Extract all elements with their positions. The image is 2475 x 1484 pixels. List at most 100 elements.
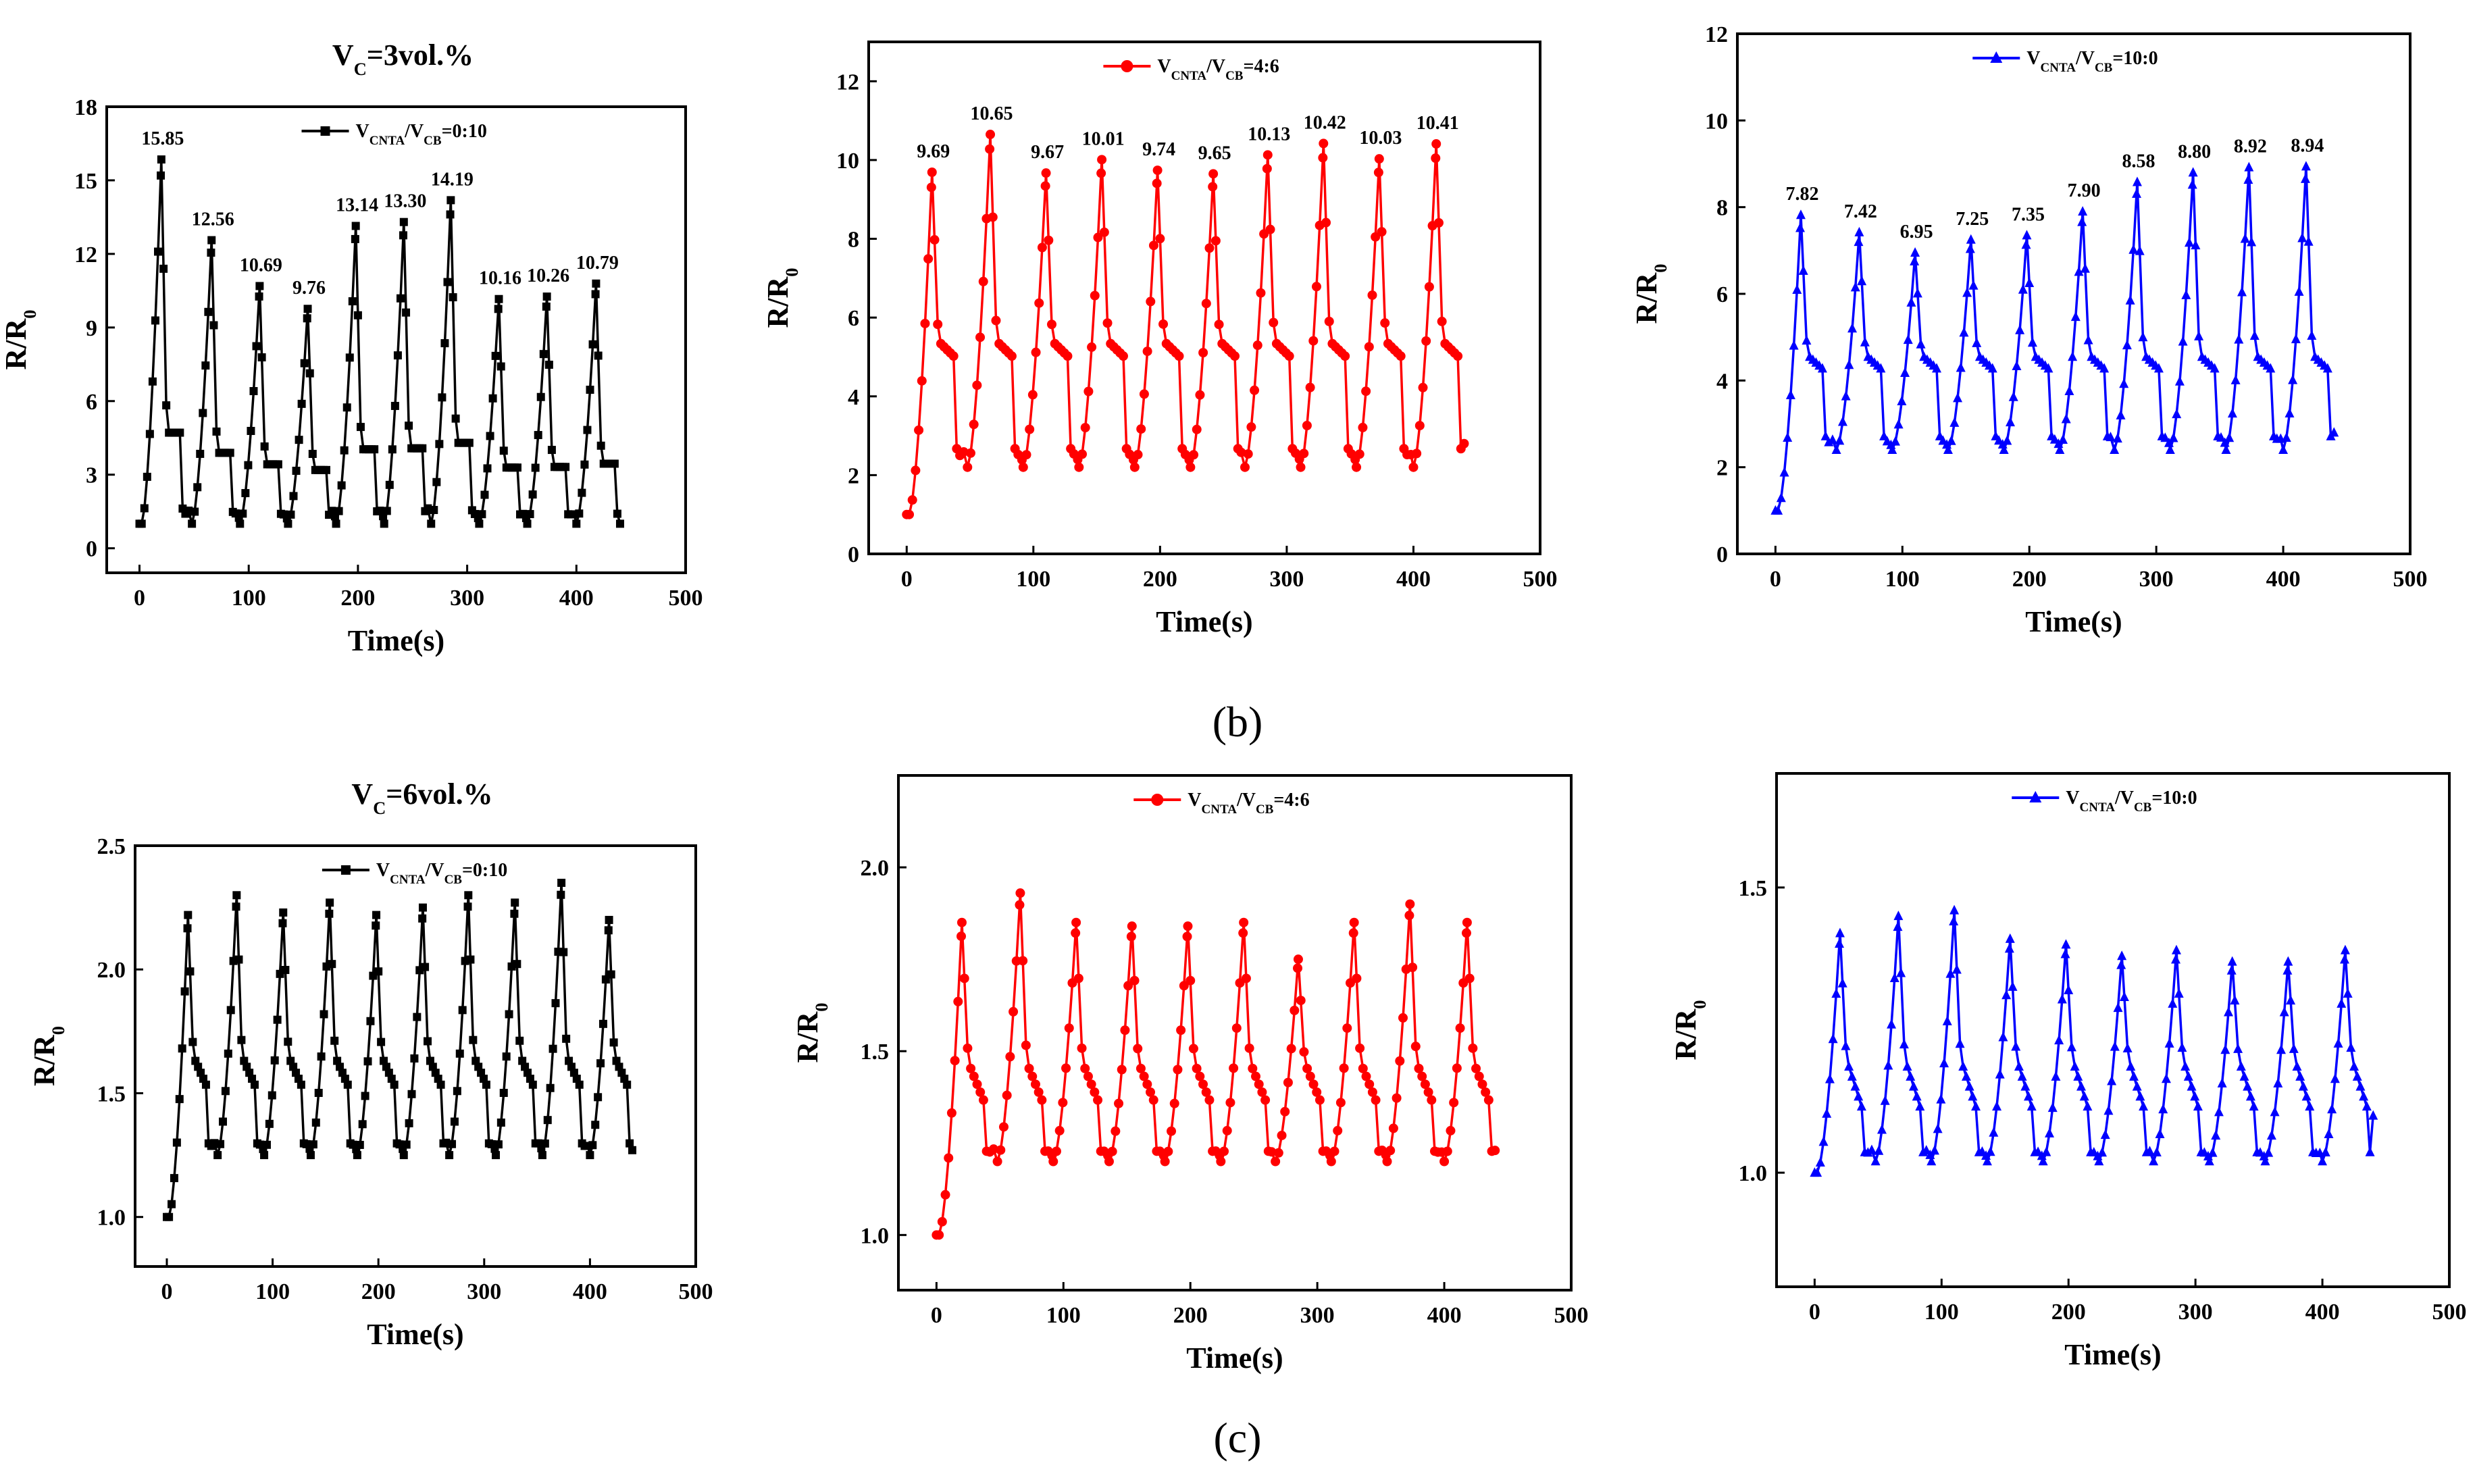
data-point [380,519,388,528]
data-point [348,297,357,306]
data-point [247,426,255,435]
x-tick-label: 300 [2139,567,2174,592]
data-point [1058,1098,1068,1108]
data-point [2281,432,2291,442]
data-point [1099,227,1109,237]
data-point [1352,973,1362,983]
x-tick-label: 200 [2051,1300,2086,1325]
data-point [1204,1095,1215,1105]
data-point [1364,342,1374,352]
data-point [2015,324,2025,334]
data-point [586,385,594,394]
data-point [1015,900,1025,910]
peak-label: 13.30 [384,191,426,212]
data-point [1461,928,1471,938]
data-point [1959,327,1969,337]
data-point [2116,959,2126,969]
data-point [1176,1025,1186,1035]
data-point [343,1080,352,1089]
data-point [2006,417,2016,427]
data-point [170,1174,178,1183]
data-point [2077,216,2087,226]
data-point [1240,462,1250,472]
data-point [193,483,202,492]
data-point [396,294,405,303]
data-point [137,519,146,528]
data-point [297,1080,305,1089]
data-point [2240,233,2250,243]
data-point [1961,1071,1971,1081]
data-point [1943,444,1953,454]
data-point [284,519,292,528]
data-point [2122,1043,2133,1053]
data-point [547,446,556,455]
x-tick-label: 100 [1885,567,1920,592]
data-point [2070,1061,2080,1071]
y-tick-label: 0 [1716,542,1728,567]
data-point [250,1080,259,1089]
data-point [572,519,581,528]
data-point [2279,1006,2289,1017]
data-point [2026,1101,2037,1111]
data-point [1146,1087,1156,1097]
data-point [1037,1095,1047,1105]
data-point [1093,232,1103,242]
data-point [2002,435,2012,445]
y-tick-label: 12 [74,242,97,267]
data-point [1192,1063,1202,1073]
chart-c-cb: 0 100 200 300 400 500 1.0 1.5 2.0 2.5 Time(s) R/R0 V… [28,777,713,1351]
data-point [1795,222,1806,232]
data-point [1173,1065,1183,1075]
data-point [449,293,457,302]
data-point [1866,1144,1877,1154]
y-tick-label: 1.5 [1739,876,1768,901]
data-point [1296,996,1306,1006]
data-point [1982,1156,1992,1166]
data-point [1927,1156,1937,1166]
data-point [956,931,967,942]
data-point [1139,1071,1149,1081]
data-point [538,1151,546,1160]
data-point [1201,299,1211,309]
chart-b-cb: 0 100 200 300 400 500 0 3 6 9 12 15 18 Time(s) R/R0 VC=… [0,39,703,657]
data-point [2224,1006,2234,1017]
data-point [216,1140,225,1148]
data-point [372,921,380,930]
data-point [1210,236,1221,246]
data-point [1342,1023,1352,1033]
data-point [1090,290,1100,301]
data-point [2018,284,2028,294]
data-point [2204,1156,2214,1166]
data-point [278,919,287,927]
x-tick-label: 500 [1554,1303,1589,1328]
data-point [390,401,399,410]
data-point [2227,956,2237,966]
data-point [249,387,258,396]
plot-frame [1775,772,2451,1288]
data-point [1009,1006,1019,1017]
data-point [1074,462,1084,472]
data-point [1367,1087,1377,1097]
data-point [440,339,449,348]
data-point [270,1056,279,1065]
data-point [2129,1071,2139,1081]
data-point [1398,1013,1408,1023]
data-point [2161,1073,2171,1083]
data-point [1992,1101,2002,1111]
series-markers [1810,904,2378,1177]
data-point [623,1080,632,1089]
data-point [1418,382,1428,392]
data-point [1870,1156,1881,1166]
data-point [334,507,343,515]
x-axis-title: Time(s) [2064,1338,2161,1371]
data-point [2113,1002,2123,1013]
data-point [1385,1146,1396,1156]
data-point [2320,1146,2330,1156]
data-point [1854,236,1864,247]
data-point [2339,954,2349,964]
data-point [1021,1040,1031,1050]
y-tick-label: 2.5 [97,834,126,859]
data-point [2337,998,2347,1008]
data-point [466,955,475,964]
